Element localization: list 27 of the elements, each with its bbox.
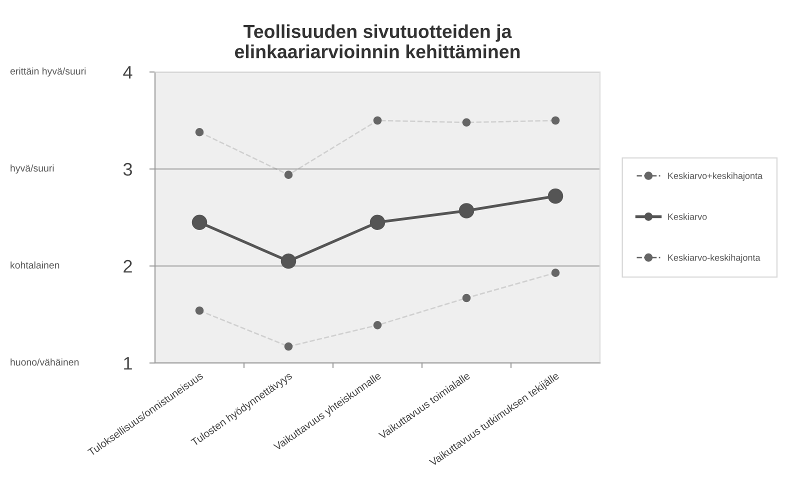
point (551, 116, 560, 125)
legend-label: Keskiarvo-keskihajonta (668, 254, 760, 263)
y-tick-label: 4 (123, 66, 132, 79)
point (284, 342, 293, 351)
text: kohtalainen (10, 261, 60, 269)
text: erittäin hyvä/suuri (10, 67, 86, 77)
point (373, 116, 382, 125)
point (373, 321, 382, 330)
point (458, 203, 474, 218)
y-tick-label: 1 (124, 357, 132, 370)
point (462, 294, 471, 302)
point (284, 170, 293, 179)
point (192, 214, 208, 230)
y-tick-label: 2 (124, 260, 132, 273)
point (195, 306, 204, 315)
point (548, 188, 564, 204)
point (551, 268, 560, 277)
point (195, 128, 204, 136)
text: hyvä/suuri (10, 164, 54, 174)
text: huono/vähäinen (10, 358, 79, 366)
y-tick-label: 3 (123, 162, 132, 176)
legend-label: Keskiarvo+keskihajonta (668, 172, 763, 181)
legend-label: Keskiarvo (668, 213, 707, 220)
point (462, 118, 471, 127)
point (280, 254, 296, 269)
point (370, 214, 386, 230)
chart-title: Teollisuuden sivutuotteiden ja elinkaariarvioinnin kehittäminen (234, 24, 520, 58)
